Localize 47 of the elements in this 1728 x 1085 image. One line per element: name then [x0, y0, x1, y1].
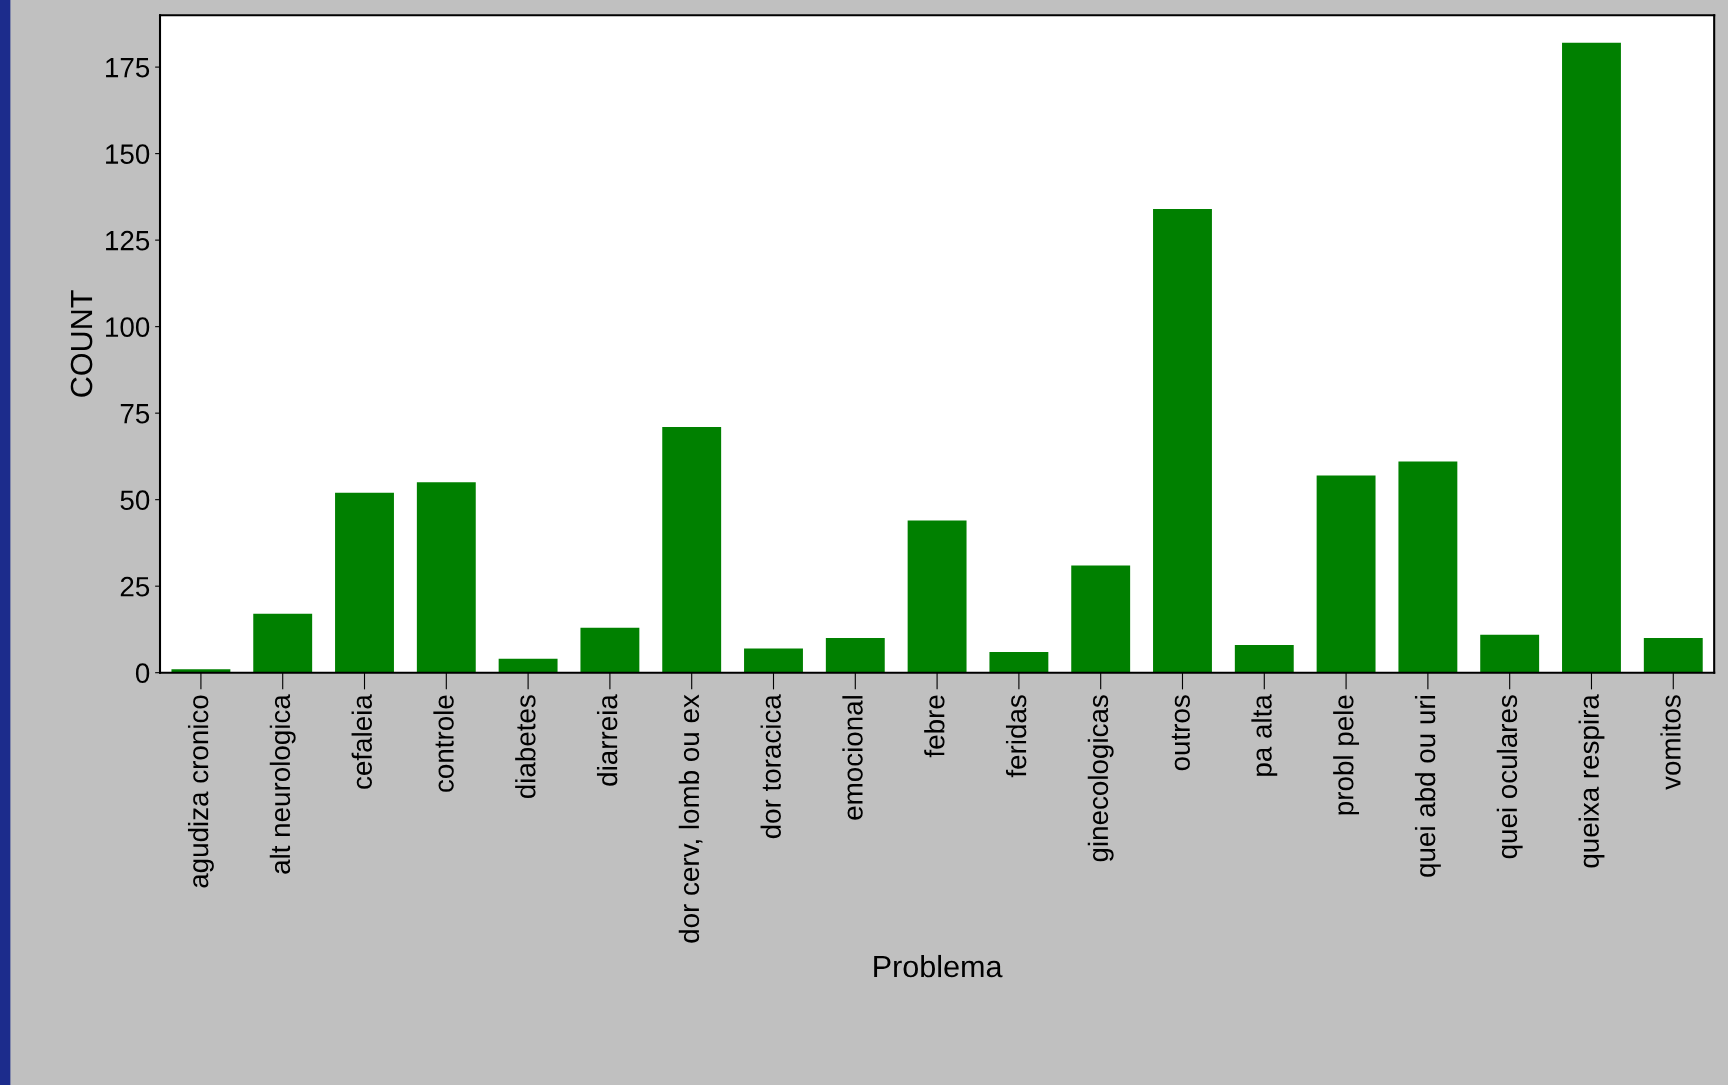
x-tick-label: queixa respira — [1578, 694, 1605, 868]
y-axis-title: COUNT — [70, 290, 93, 397]
y-tick-label: 75 — [120, 404, 150, 424]
bar — [662, 427, 722, 673]
bar — [1562, 42, 1621, 673]
x-tick-label: ginecologicas — [1087, 695, 1114, 862]
x-axis-title: Problema — [874, 954, 1003, 978]
x-tick-label: controle — [433, 695, 454, 792]
x-tick-label: dor toracica — [760, 694, 781, 839]
x-tick-label: agudiza cronico — [187, 695, 214, 888]
x-tick-label: quei abd ou uri — [1414, 696, 1441, 877]
bar — [580, 627, 640, 673]
bar — [825, 638, 885, 673]
y-tick-label: 125 — [106, 230, 150, 251]
bar — [989, 651, 1049, 673]
bar — [1153, 208, 1212, 673]
x-tick-label: dor cerv, lomb ou ex — [678, 694, 703, 943]
x-tick-label: emocional — [842, 696, 863, 820]
bar — [907, 520, 967, 673]
bar — [1398, 461, 1458, 673]
y-tick-label: 175 — [106, 58, 150, 78]
bar — [498, 658, 558, 673]
x-tick-label: outros — [1171, 695, 1190, 771]
y-tick-label: 0 — [135, 663, 150, 684]
y-tick-label: 100 — [106, 317, 150, 337]
y-tick-label: 50 — [120, 490, 150, 511]
x-tick-label: probl pele — [1333, 695, 1360, 815]
x-tick-label: diabetes — [515, 695, 536, 799]
bar — [1234, 645, 1294, 673]
y-tick-label: 25 — [120, 576, 150, 597]
bar — [1480, 634, 1540, 673]
x-tick-label: cefaleia — [351, 694, 372, 789]
bar — [1316, 475, 1376, 673]
x-tick-label: pa alta — [1251, 694, 1278, 776]
y-tick-label: 150 — [106, 144, 150, 164]
x-tick-label: quei oculares — [1496, 695, 1523, 859]
bar — [253, 613, 313, 673]
bar — [335, 492, 394, 673]
x-tick-label: alt neurologica — [269, 694, 296, 874]
bar — [744, 648, 803, 673]
x-tick-label: febre — [924, 695, 945, 758]
bar — [416, 482, 476, 673]
bar — [1071, 565, 1131, 673]
x-tick-label: feridas — [1005, 695, 1027, 778]
x-tick-label: diarreia — [596, 694, 618, 786]
x-tick-label: vomitos — [1660, 695, 1681, 790]
bar — [1643, 638, 1703, 673]
